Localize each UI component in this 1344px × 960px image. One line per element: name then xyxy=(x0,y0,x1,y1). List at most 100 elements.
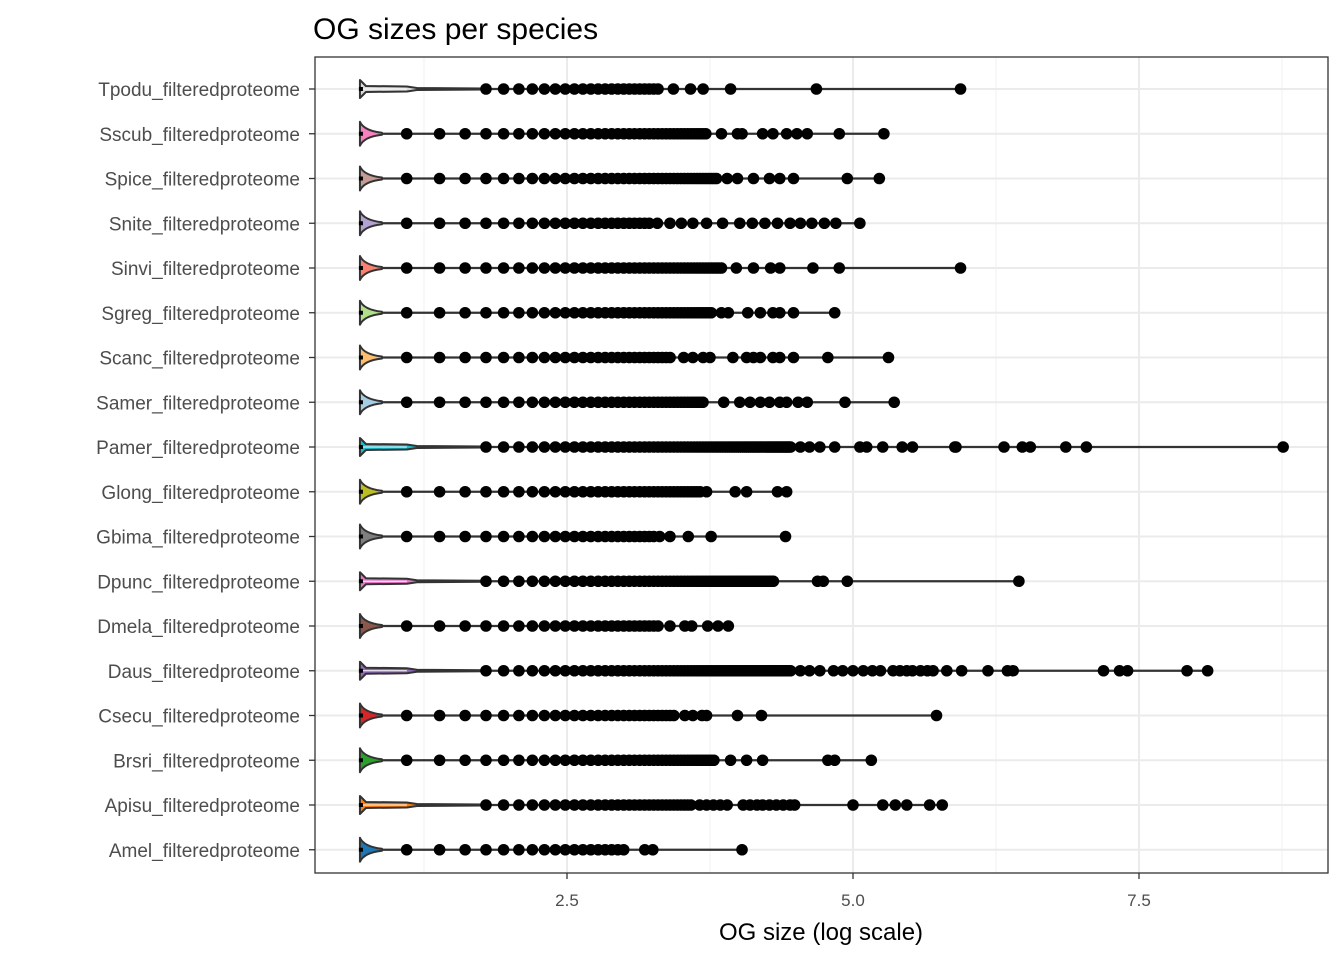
data-point xyxy=(513,306,525,319)
data-point xyxy=(736,843,748,856)
data-point xyxy=(526,709,539,722)
data-point xyxy=(459,306,471,319)
median-mark xyxy=(358,624,363,628)
y-axis-label: Sgreg_filteredproteome xyxy=(101,304,300,325)
data-point xyxy=(526,441,539,453)
data-point xyxy=(513,620,525,632)
median-mark xyxy=(358,266,363,270)
data-point xyxy=(497,396,510,409)
data-point xyxy=(878,127,890,140)
data-point xyxy=(664,217,676,230)
y-axis-label: Pamer_filteredproteome xyxy=(96,438,300,459)
data-point xyxy=(906,664,919,677)
data-point xyxy=(1121,664,1134,677)
data-point xyxy=(526,485,539,498)
data-point xyxy=(784,664,797,677)
marks xyxy=(358,79,1289,863)
median-mark xyxy=(358,355,363,360)
x-axis-ticks: 2.5 5.0 7.5 xyxy=(555,873,1151,910)
y-axis-label: Scanc_filteredproteome xyxy=(99,349,300,370)
chart-title: OG sizes per species xyxy=(313,13,598,46)
data-point xyxy=(433,754,446,767)
data-point xyxy=(679,709,691,722)
data-point xyxy=(724,754,737,767)
data-point xyxy=(513,83,525,95)
data-point xyxy=(513,575,525,588)
data-point xyxy=(697,396,709,409)
data-point xyxy=(568,172,581,185)
data-point xyxy=(549,530,562,543)
data-point xyxy=(794,664,807,677)
data-point xyxy=(839,396,851,409)
data-point xyxy=(513,664,525,677)
data-point xyxy=(1113,664,1126,677)
data-point xyxy=(677,351,690,364)
data-point xyxy=(559,172,572,185)
data-point xyxy=(459,172,471,185)
data-point xyxy=(497,799,510,811)
data-point xyxy=(497,843,510,856)
y-axis-label: Spice_filteredproteome xyxy=(105,170,300,191)
data-point xyxy=(828,754,841,767)
data-point xyxy=(724,83,737,95)
data-point xyxy=(559,306,572,319)
data-point xyxy=(803,664,816,677)
median-mark xyxy=(358,489,363,494)
data-point xyxy=(1201,664,1214,677)
data-point xyxy=(549,127,562,140)
y-axis-label: Dpunc_filteredproteome xyxy=(97,572,300,593)
data-point xyxy=(526,172,539,185)
data-point xyxy=(559,396,572,409)
violin xyxy=(358,389,383,416)
data-point xyxy=(513,217,525,230)
data-point xyxy=(526,664,539,677)
data-point xyxy=(568,441,581,453)
data-point xyxy=(697,83,709,95)
data-point xyxy=(822,351,834,364)
data-point xyxy=(433,351,446,364)
data-point xyxy=(559,530,572,543)
violin xyxy=(358,344,383,371)
data-point xyxy=(459,843,471,856)
data-point xyxy=(730,262,743,274)
data-point xyxy=(568,351,581,364)
data-point xyxy=(784,441,797,453)
data-point xyxy=(433,217,446,230)
data-point xyxy=(549,83,562,95)
data-point xyxy=(652,83,664,95)
data-point xyxy=(814,441,826,453)
data-point xyxy=(950,441,962,453)
data-point xyxy=(513,262,525,274)
data-point xyxy=(700,709,713,722)
data-point xyxy=(497,127,510,140)
data-point xyxy=(568,575,581,588)
x-axis-title: OG size (log scale) xyxy=(719,919,923,946)
data-point xyxy=(773,262,786,274)
data-point xyxy=(497,709,510,722)
data-point xyxy=(480,530,492,543)
data-point xyxy=(433,172,446,185)
data-point xyxy=(1181,664,1193,677)
data-point xyxy=(754,396,767,409)
data-point xyxy=(841,172,854,185)
data-point xyxy=(400,172,413,185)
data-point xyxy=(1016,441,1029,453)
data-point xyxy=(873,172,886,185)
data-point xyxy=(400,262,413,274)
data-point xyxy=(857,664,870,677)
data-point xyxy=(497,754,510,767)
data-point xyxy=(651,217,664,230)
data-point xyxy=(559,575,572,588)
data-point xyxy=(568,664,581,677)
data-point xyxy=(513,799,525,811)
violin xyxy=(358,478,383,505)
y-axis-label: Tpodu_filteredproteome xyxy=(98,80,300,101)
data-point xyxy=(480,843,492,856)
violin xyxy=(358,702,383,729)
y-axis-label: Sinvi_filteredproteome xyxy=(111,259,300,280)
data-point xyxy=(526,306,539,319)
y-axis-label: Apisu_filteredproteome xyxy=(105,796,300,817)
violin xyxy=(358,747,383,774)
data-point xyxy=(668,709,680,722)
violin xyxy=(358,836,383,863)
